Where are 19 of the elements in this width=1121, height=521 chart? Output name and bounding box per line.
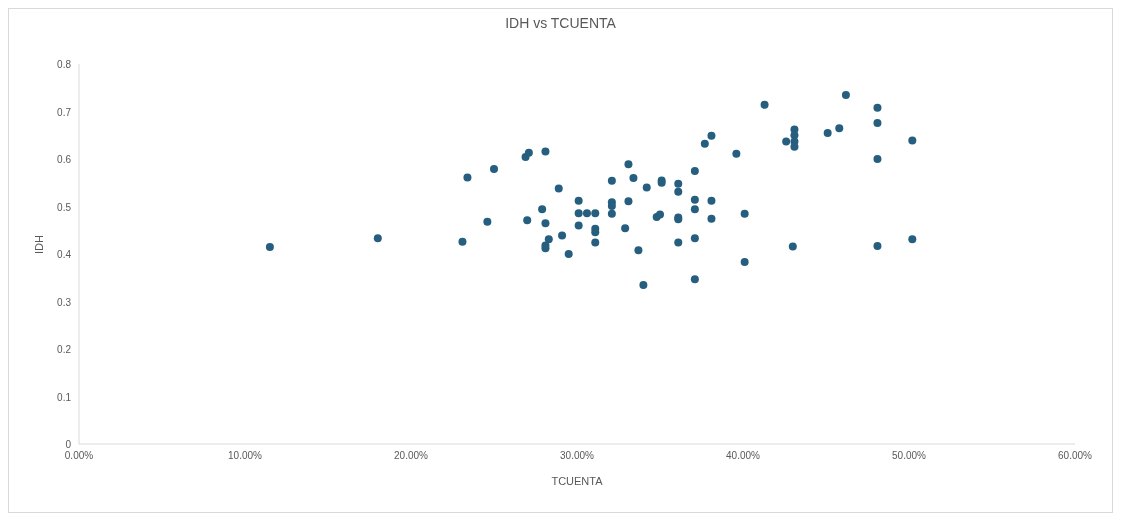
y-tick-label: 0.8 bbox=[57, 59, 72, 70]
x-axis-title: TCUENTA bbox=[551, 475, 604, 487]
x-tick-label: 30.00% bbox=[560, 450, 595, 462]
y-axis-title: IDH bbox=[32, 235, 45, 254]
x-tick-label: 60.00% bbox=[1058, 450, 1093, 462]
x-tick-label: 10.00% bbox=[228, 450, 263, 462]
y-tick-label: 0 bbox=[65, 439, 72, 450]
y-tick-label: 0.6 bbox=[57, 154, 72, 165]
y-tick-label: 0.5 bbox=[57, 201, 72, 213]
y-tick-label: 0.1 bbox=[57, 391, 72, 403]
y-tick-label: 0.4 bbox=[57, 249, 72, 260]
x-tick-label: 40.00% bbox=[726, 450, 761, 462]
x-tick-label: 50.00% bbox=[892, 450, 927, 462]
x-tick-label: 20.00% bbox=[394, 450, 429, 462]
x-tick-label: 0.00% bbox=[64, 450, 94, 462]
y-tick-label: 0.7 bbox=[57, 106, 72, 118]
chart-title: IDH vs TCUENTA bbox=[504, 15, 617, 31]
y-tick-label: 0.3 bbox=[57, 296, 72, 308]
y-tick-label: 0.2 bbox=[57, 344, 72, 355]
